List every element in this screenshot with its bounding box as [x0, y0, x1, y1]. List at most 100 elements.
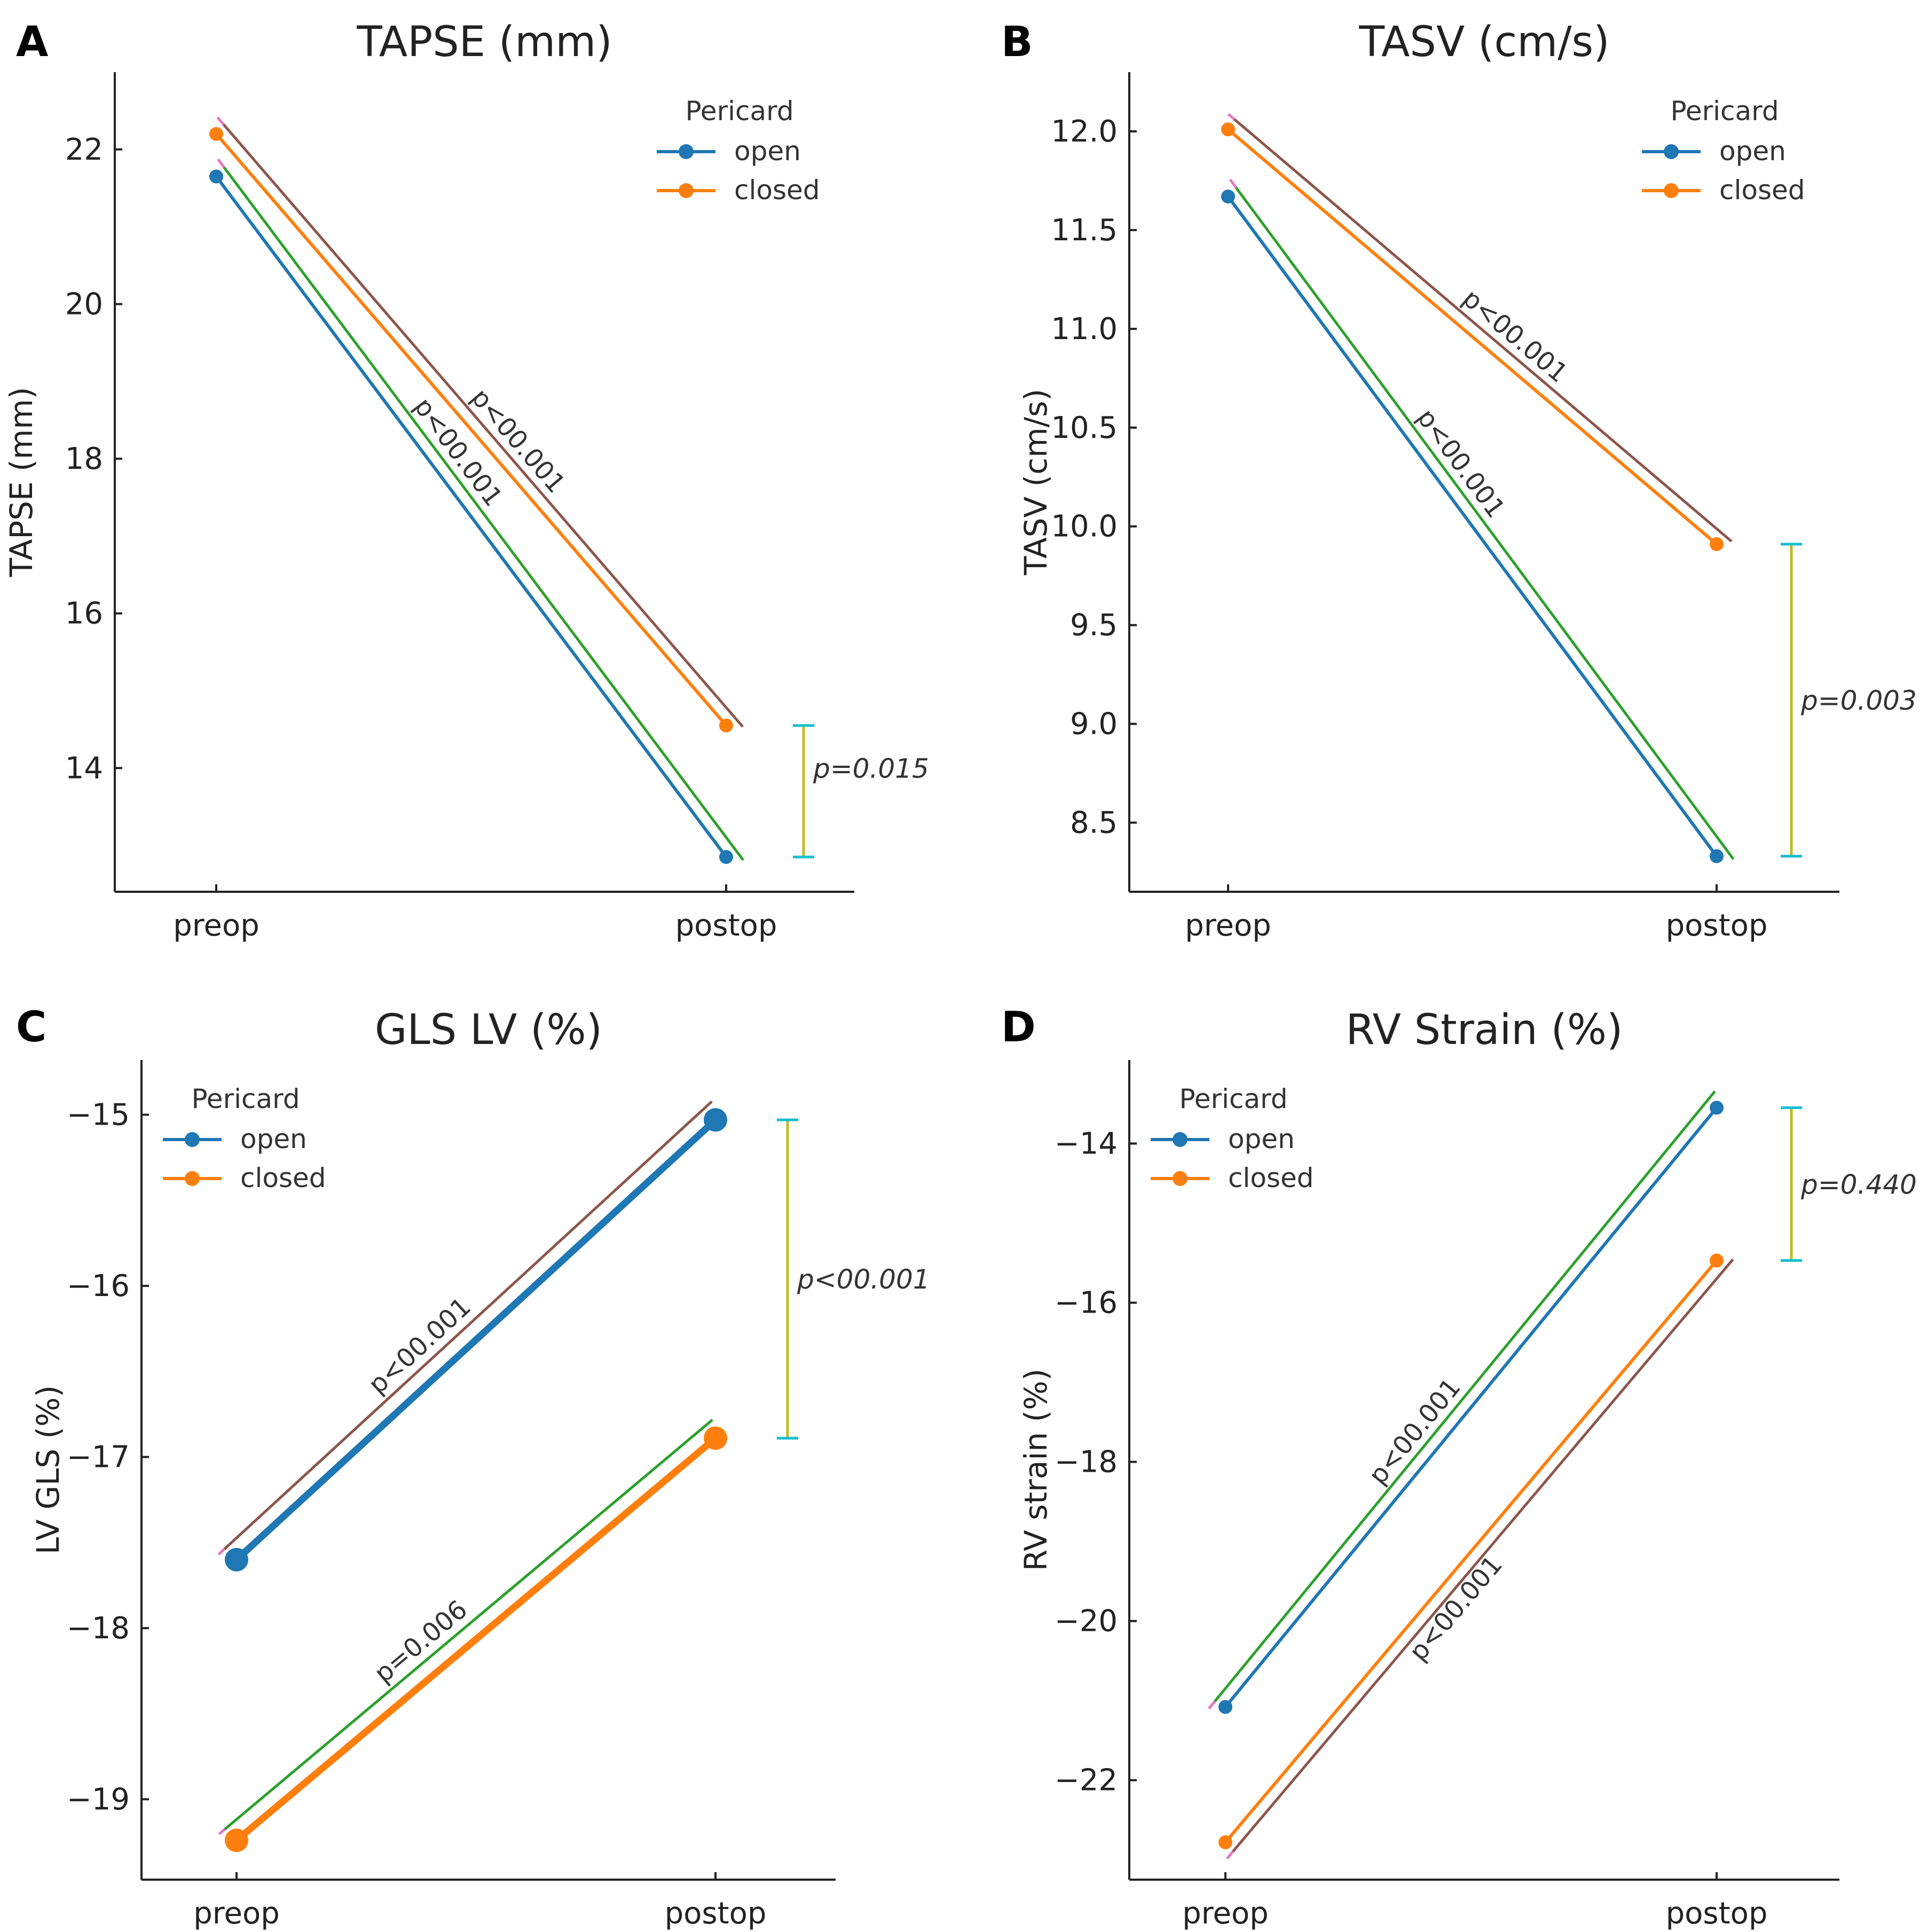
legend-marker-closed	[679, 183, 694, 198]
reference-line-start-open	[217, 1548, 225, 1556]
data-point-open	[225, 1548, 248, 1572]
data-point-closed	[225, 1828, 248, 1852]
legend-marker-closed	[185, 1171, 200, 1186]
legend: Pericard open closed	[657, 96, 820, 206]
series-line-open	[1226, 195, 1718, 858]
x-tick-label: postop	[675, 908, 777, 943]
chart-title: TAPSE (mm)	[356, 18, 612, 66]
group-p-value: p=0.440	[1800, 1169, 1917, 1200]
legend-label-open: open	[240, 1124, 307, 1155]
x-tick-label: postop	[1666, 908, 1768, 943]
data-point-closed	[719, 718, 733, 733]
reference-line-start-open	[1208, 1700, 1216, 1710]
data-point-closed	[1218, 1835, 1232, 1849]
y-tick-label: 9.0	[1070, 707, 1118, 742]
y-axis-label: TASV (cm/s)	[1018, 389, 1054, 576]
y-tick-label: −17	[67, 1440, 130, 1474]
legend: Pericard open closed	[1151, 1083, 1314, 1193]
reference-line-start-closed	[216, 116, 225, 125]
reference-line-start-closed	[1227, 113, 1236, 121]
y-tick-label: −18	[67, 1611, 130, 1646]
panel-a: A TAPSE (mm) 14 16 18 20 22 preop postop TAPSE (m…	[3, 18, 929, 943]
panel-letter: C	[16, 1003, 46, 1051]
y-tick-label: 14	[65, 751, 103, 786]
y-tick-label: 12.0	[1051, 114, 1118, 149]
y-tick-label: −16	[67, 1269, 130, 1303]
panel-b: B TASV (cm/s) 8.5 9.0 9.5 10.0 10.5 11.0 11.5 12.…	[1001, 18, 1917, 943]
x-tick-label: postop	[665, 1896, 767, 1931]
y-tick-label: 10.5	[1051, 411, 1118, 445]
series-line-open	[233, 1116, 719, 1564]
legend-label-closed: closed	[734, 175, 820, 206]
data-point-open	[704, 1108, 727, 1132]
series-line-open	[215, 175, 728, 859]
series-line-open	[1224, 1106, 1718, 1709]
legend-marker-closed	[1664, 183, 1679, 198]
x-tick-label: preop	[193, 1896, 280, 1931]
y-tick-label: 11.5	[1051, 213, 1118, 248]
legend-title: Pericard	[1179, 1083, 1287, 1114]
x-tick-label: preop	[1182, 1896, 1269, 1931]
legend-marker-closed	[1173, 1171, 1187, 1186]
panel-letter: A	[16, 18, 48, 66]
y-tick-label: −14	[1055, 1126, 1118, 1161]
panel-c: C GLS LV (%) −19 −18 −17 −16 −15 preop postop LV …	[16, 1003, 930, 1931]
reference-line-start-open	[1229, 178, 1237, 189]
y-tick-label: −22	[1055, 1763, 1118, 1798]
y-tick-label: 20	[65, 287, 103, 321]
p-value-label-open: p<00.001	[363, 1292, 477, 1400]
legend-marker-open	[185, 1132, 200, 1147]
data-point-closed	[704, 1426, 727, 1450]
series-line-closed	[1226, 128, 1718, 546]
x-tick-label: postop	[1666, 1896, 1768, 1931]
reference-line-closed	[222, 123, 744, 728]
data-point-open	[1221, 190, 1235, 204]
p-value-label-closed: p=0.006	[369, 1595, 473, 1689]
legend-title: Pericard	[191, 1083, 300, 1114]
legend: Pericard open closed	[1642, 96, 1805, 206]
legend-title: Pericard	[685, 96, 793, 127]
y-axis-label: TAPSE (mm)	[3, 387, 40, 578]
chart-title: GLS LV (%)	[375, 1006, 602, 1054]
legend-marker-open	[1664, 144, 1679, 159]
legend-label-closed: closed	[240, 1163, 326, 1193]
y-axis-label: LV GLS (%)	[30, 1385, 66, 1554]
data-point-open	[1218, 1700, 1232, 1714]
reference-line-start-closed	[1226, 1850, 1234, 1860]
legend-label-open: open	[734, 136, 801, 167]
panel-letter: D	[1001, 1003, 1036, 1051]
group-p-value: p<00.001	[797, 1264, 930, 1295]
reference-line-open	[1234, 186, 1735, 860]
group-p-value: p=0.003	[1800, 685, 1917, 716]
reference-line-open	[223, 166, 744, 861]
data-point-closed	[1710, 1253, 1724, 1268]
series-line-closed	[215, 132, 728, 727]
y-tick-label: 16	[65, 596, 103, 631]
y-tick-label: −19	[67, 1782, 130, 1817]
chart-title: RV Strain (%)	[1346, 1006, 1623, 1054]
y-tick-label: 18	[65, 442, 103, 476]
panel-d: D RV Strain (%) −22 −20 −18 −16 −14 preop postop…	[1001, 1003, 1917, 1931]
reference-line-start-open	[217, 158, 225, 168]
y-tick-label: −20	[1055, 1604, 1118, 1639]
x-tick-label: preop	[1185, 908, 1271, 943]
reference-line-open	[1214, 1090, 1716, 1702]
y-tick-label: −18	[1055, 1445, 1118, 1480]
y-tick-label: −16	[1055, 1286, 1118, 1321]
series-line-closed	[233, 1434, 719, 1844]
reference-line-closed	[1232, 1258, 1734, 1853]
data-point-closed	[209, 127, 223, 141]
reference-line-closed	[1233, 118, 1733, 543]
y-tick-label: 9.5	[1070, 608, 1118, 643]
data-point-closed	[1710, 537, 1724, 552]
data-point-open	[1710, 1101, 1724, 1115]
legend-label-closed: closed	[1228, 1163, 1314, 1193]
legend-label-open: open	[1228, 1124, 1295, 1155]
legend-marker-open	[1173, 1132, 1187, 1147]
data-point-open	[1710, 849, 1724, 863]
x-tick-label: preop	[173, 908, 259, 943]
y-tick-label: −15	[67, 1098, 130, 1133]
y-tick-label: 8.5	[1070, 806, 1118, 841]
legend: Pericard open closed	[163, 1083, 326, 1193]
